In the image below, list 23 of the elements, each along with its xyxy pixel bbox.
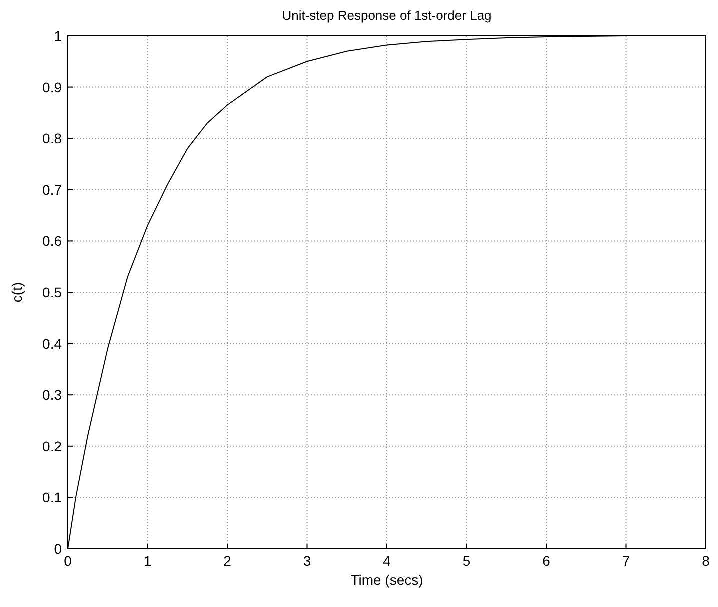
x-tick-label: 6 xyxy=(542,553,551,569)
y-tick-label: 0.5 xyxy=(42,284,62,300)
chart-title: Unit-step Response of 1st-order Lag xyxy=(282,8,492,23)
x-axis-title: Time (secs) xyxy=(350,572,424,588)
y-tick-label: 0.8 xyxy=(42,130,62,147)
y-tick-label: 0.6 xyxy=(42,233,62,250)
y-axis-title: c(t) xyxy=(9,282,25,303)
x-tick-label: 1 xyxy=(144,553,152,569)
y-tick-label: 0 xyxy=(54,541,62,557)
y-tick-label: 0.7 xyxy=(42,182,62,198)
y-tick-label: 0.1 xyxy=(42,490,62,506)
y-tick-label: 0.9 xyxy=(42,79,62,96)
x-tick-label: 7 xyxy=(622,553,630,569)
x-tick-label: 2 xyxy=(224,553,232,569)
x-tick-label: 4 xyxy=(383,553,392,569)
x-tick-label: 5 xyxy=(462,553,471,569)
y-tick-label: 0.2 xyxy=(42,438,62,454)
x-tick-label: 8 xyxy=(702,553,710,569)
y-tick-label: 1 xyxy=(54,28,62,44)
x-tick-label: 0 xyxy=(64,553,72,569)
x-tick-label: 3 xyxy=(303,553,312,569)
y-tick-label: 0.3 xyxy=(42,387,62,404)
y-tick-label: 0.4 xyxy=(42,336,62,352)
